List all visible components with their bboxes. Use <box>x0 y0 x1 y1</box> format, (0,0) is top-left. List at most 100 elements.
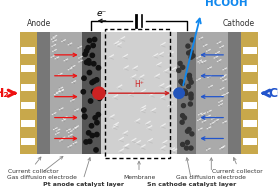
Circle shape <box>88 99 93 103</box>
Circle shape <box>96 66 101 70</box>
Text: H⁺: H⁺ <box>134 80 144 89</box>
Circle shape <box>183 90 187 94</box>
Circle shape <box>187 127 191 132</box>
Circle shape <box>185 146 188 150</box>
Circle shape <box>190 132 194 136</box>
Circle shape <box>180 114 185 118</box>
Bar <box>82 32 101 154</box>
Circle shape <box>181 143 185 146</box>
Bar <box>243 47 257 54</box>
Bar <box>243 139 257 146</box>
Circle shape <box>95 132 99 137</box>
Text: Sn cathode catalyst layer: Sn cathode catalyst layer <box>147 182 236 187</box>
Circle shape <box>182 116 187 120</box>
Bar <box>101 32 177 154</box>
Circle shape <box>94 148 98 152</box>
Circle shape <box>84 60 89 64</box>
Circle shape <box>91 89 96 94</box>
Bar <box>21 84 35 91</box>
Text: H₂: H₂ <box>0 87 9 100</box>
Circle shape <box>86 131 91 135</box>
Bar <box>21 102 35 109</box>
Circle shape <box>95 88 99 93</box>
Text: Gas diffusion electrode: Gas diffusion electrode <box>176 175 246 180</box>
Circle shape <box>189 93 193 98</box>
Circle shape <box>97 96 102 101</box>
Text: Cathode: Cathode <box>223 19 255 28</box>
Circle shape <box>189 96 193 100</box>
Circle shape <box>93 116 97 120</box>
Circle shape <box>87 70 92 75</box>
Bar <box>228 32 241 154</box>
Circle shape <box>182 104 185 108</box>
Circle shape <box>180 81 185 85</box>
Bar <box>243 84 257 91</box>
Circle shape <box>82 108 86 112</box>
Circle shape <box>83 115 87 119</box>
Bar <box>243 102 257 109</box>
Circle shape <box>189 146 193 150</box>
Circle shape <box>92 79 96 83</box>
Circle shape <box>182 90 186 94</box>
Circle shape <box>189 50 193 54</box>
Circle shape <box>91 43 95 48</box>
Circle shape <box>81 90 86 94</box>
Text: Anode: Anode <box>27 19 51 28</box>
Circle shape <box>185 140 189 144</box>
Circle shape <box>187 51 191 55</box>
Circle shape <box>181 65 185 69</box>
Circle shape <box>190 38 194 42</box>
Text: Pt anode catalyst layer: Pt anode catalyst layer <box>43 182 124 187</box>
Circle shape <box>174 88 184 98</box>
Bar <box>21 120 35 127</box>
Circle shape <box>95 120 99 125</box>
Bar <box>241 32 258 154</box>
Bar <box>37 32 50 154</box>
Circle shape <box>188 102 192 106</box>
Circle shape <box>186 44 190 48</box>
Bar <box>243 120 257 127</box>
Circle shape <box>86 59 91 63</box>
Circle shape <box>90 53 95 58</box>
Bar <box>21 47 35 54</box>
Bar <box>21 65 35 72</box>
Text: Current collector: Current collector <box>8 169 59 174</box>
Circle shape <box>178 61 182 65</box>
Circle shape <box>83 52 87 57</box>
Circle shape <box>95 78 99 82</box>
Text: Membrane: Membrane <box>123 175 155 180</box>
Circle shape <box>177 68 181 73</box>
Circle shape <box>188 77 192 81</box>
Circle shape <box>93 87 105 99</box>
Text: HCOOH: HCOOH <box>205 0 248 8</box>
Circle shape <box>96 112 100 117</box>
Bar <box>50 32 82 154</box>
Text: e⁻: e⁻ <box>96 9 107 18</box>
Bar <box>243 65 257 72</box>
Circle shape <box>90 80 94 85</box>
Circle shape <box>189 55 193 59</box>
Text: CO₂: CO₂ <box>269 87 278 100</box>
Circle shape <box>82 76 86 80</box>
Circle shape <box>182 89 187 93</box>
Circle shape <box>88 38 92 43</box>
Bar <box>20 32 37 154</box>
Circle shape <box>187 84 191 88</box>
Circle shape <box>180 120 184 124</box>
Circle shape <box>87 61 91 65</box>
Circle shape <box>179 80 183 84</box>
Circle shape <box>191 54 195 58</box>
Bar <box>177 32 196 154</box>
Circle shape <box>184 91 188 95</box>
Circle shape <box>185 129 190 133</box>
Circle shape <box>88 139 92 143</box>
Circle shape <box>82 114 87 119</box>
Circle shape <box>189 92 193 96</box>
Bar <box>196 32 228 154</box>
Circle shape <box>187 74 191 78</box>
Circle shape <box>92 37 97 42</box>
Circle shape <box>84 49 89 53</box>
Bar <box>21 139 35 146</box>
Circle shape <box>84 140 88 144</box>
Bar <box>105 29 170 158</box>
